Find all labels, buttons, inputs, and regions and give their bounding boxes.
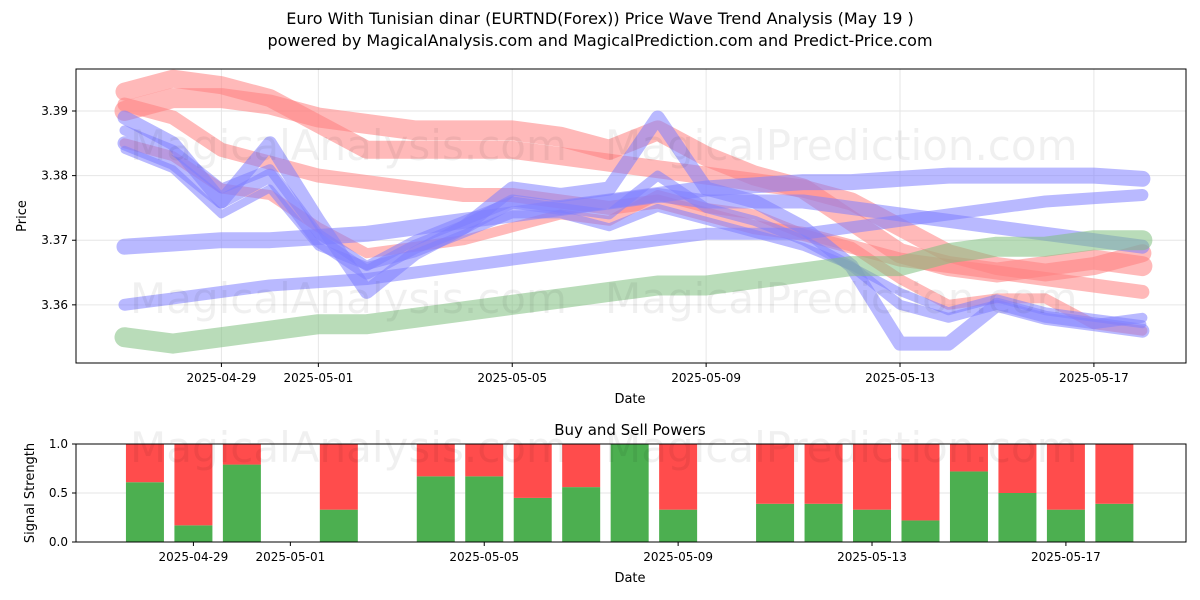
sell-power-bar [949, 444, 988, 472]
sell-power-bar [756, 444, 795, 504]
watermark-right-bottom: MagicalPrediction.com [605, 423, 1078, 472]
chart-title: Euro With Tunisian dinar (EURTND(Forex))… [286, 9, 914, 28]
price-x-tick-label: 2025-05-17 [1059, 371, 1129, 385]
wave-line-blue [118, 189, 1149, 311]
powers-title: Buy and Sell Powers [554, 421, 706, 439]
price-axes: 2025-04-29 2025-05-01 2025-05-05 2025-05-09… [41, 104, 1128, 385]
buy-power-bar [416, 476, 455, 542]
buy-power-bar [222, 464, 261, 542]
powers-x-tick-label: 2025-04-29 [159, 550, 229, 564]
powers-x-tick-label: 2025-05-13 [837, 550, 907, 564]
buy-power-bar [1095, 503, 1134, 542]
sell-power-bar [1046, 444, 1085, 510]
sell-power-bar [125, 444, 164, 483]
powers-axes: 2025-04-29 2025-05-01 2025-05-05 2025-05-09… [49, 437, 1101, 564]
watermark-left-top: MagicalAnalysis.com [130, 121, 567, 170]
buy-power-bar [804, 503, 843, 542]
buy-power-bar [465, 476, 504, 542]
sell-power-bar [1095, 444, 1134, 504]
sell-power-bar [659, 444, 698, 510]
powers-y-tick-label: 0.5 [49, 486, 68, 500]
sell-power-bar [804, 444, 843, 504]
powers-x-tick-label: 2025-05-01 [255, 550, 325, 564]
sell-power-bar [562, 444, 601, 488]
price-y-tick-label: 3.39 [41, 104, 68, 118]
powers-x-tick-label: 2025-05-17 [1031, 550, 1101, 564]
buy-power-bar [998, 493, 1037, 542]
price-x-axis-label: Date [614, 392, 645, 407]
buy-power-bar [174, 525, 213, 542]
buy-power-bar [513, 497, 552, 542]
price-watermarks: MagicalAnalysis.com MagicalPrediction.co… [130, 121, 1078, 323]
price-y-axis-label: Price [15, 200, 30, 232]
sell-power-bar [319, 444, 358, 510]
powers-x-tick-label: 2025-05-05 [449, 550, 519, 564]
wave-line-blue [117, 136, 1150, 280]
powers-x-tick-label: 2025-05-09 [643, 550, 713, 564]
buy-power-bar [319, 509, 358, 542]
chart-subtitle: powered by MagicalAnalysis.com and Magic… [267, 31, 933, 50]
sell-power-bar [513, 444, 552, 498]
watermark-right-top: MagicalPrediction.com [605, 121, 1078, 170]
buy-power-bar [125, 482, 164, 542]
buy-power-bar [562, 487, 601, 542]
wave-line-red [114, 88, 1153, 283]
wave-line-blue [117, 110, 1150, 351]
buy-power-bar [853, 509, 892, 542]
buy-power-bar [659, 509, 698, 542]
buy-power-bar [610, 444, 649, 542]
price-y-tick-label: 3.36 [41, 298, 68, 312]
powers-y-axis-label: Signal Strength [23, 443, 38, 543]
powers-watermarks: MagicalAnalysis.com MagicalPrediction.co… [130, 423, 1078, 472]
price-x-tick-label: 2025-05-13 [865, 371, 935, 385]
sell-power-bar [901, 444, 940, 521]
powers-bars-group [125, 444, 1134, 542]
price-x-tick-label: 2025-05-01 [283, 371, 353, 385]
price-series-group [114, 69, 1153, 354]
buy-power-bar [1046, 509, 1085, 542]
price-plot-frame [75, 68, 1187, 364]
buy-power-bar [756, 503, 795, 542]
sell-power-bar [998, 444, 1037, 493]
buy-power-bar [901, 520, 940, 542]
sell-power-bar [174, 444, 213, 526]
powers-y-tick-label: 1.0 [49, 437, 68, 451]
price-x-tick-label: 2025-05-09 [671, 371, 741, 385]
watermark-left-bottom: MagicalAnalysis.com [130, 423, 567, 472]
watermark-left-mid: MagicalAnalysis.com [130, 274, 567, 323]
wave-line-green [114, 230, 1153, 354]
price-x-tick-label: 2025-05-05 [477, 371, 547, 385]
sell-power-bar [416, 444, 455, 477]
watermark-right-mid: MagicalPrediction.com [605, 274, 1078, 323]
sell-power-bar [465, 444, 504, 477]
powers-y-tick-label: 0.0 [49, 535, 68, 549]
chart-titles: Euro With Tunisian dinar (EURTND(Forex))… [0, 8, 1200, 52]
sell-power-bar [853, 444, 892, 510]
price-x-tick-label: 2025-04-29 [187, 371, 257, 385]
price-y-tick-label: 3.38 [41, 169, 68, 183]
powers-x-axis-label: Date [614, 571, 645, 586]
price-y-tick-label: 3.37 [41, 233, 68, 247]
sell-power-bar [222, 444, 261, 465]
buy-power-bar [949, 471, 988, 542]
